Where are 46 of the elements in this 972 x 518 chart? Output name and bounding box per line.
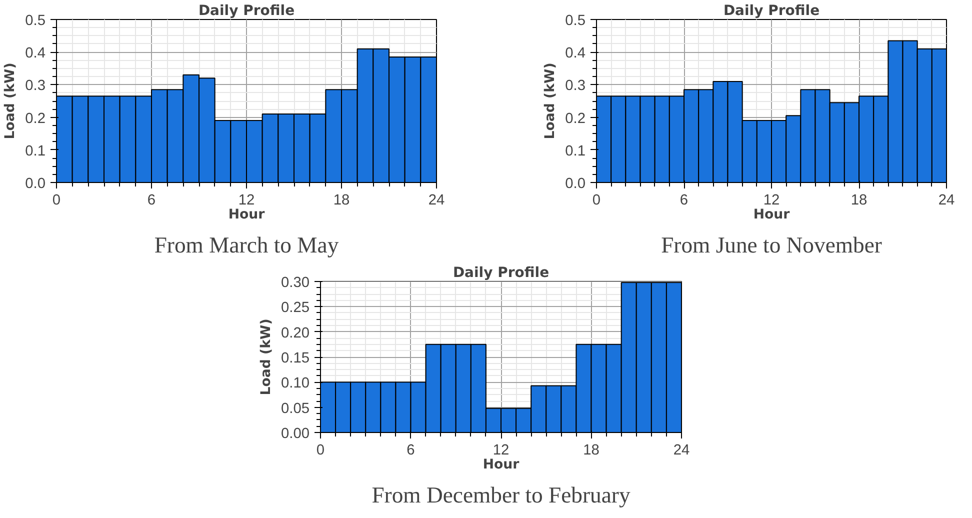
x-axis-title: Hour (482, 458, 520, 472)
y-tick-label: 0.5 (565, 13, 586, 29)
y-tick-label: 0.4 (25, 46, 46, 62)
y-tick-label: 0.3 (565, 78, 586, 94)
y-tick-label: 0.5 (25, 13, 46, 29)
y-tick-label: 0.25 (280, 300, 310, 316)
text: From December to February (372, 482, 631, 508)
x-tick-label: 24 (428, 192, 445, 208)
text: From March to May (154, 232, 340, 258)
y-tick-label: 0.20 (280, 325, 310, 342)
text: From June to November (661, 232, 882, 258)
x-axis-title: Hour (753, 208, 790, 222)
y-tick-label: 0.2 (25, 110, 46, 127)
x-tick-label: 0 (592, 192, 601, 208)
x-tick-label: 24 (938, 192, 955, 208)
y-tick-label: 0.15 (280, 350, 310, 366)
chart-title: Daily Profile (452, 265, 550, 281)
y-tick-label: 0.00 (280, 426, 310, 442)
y-axis-title: Load (kW) (543, 62, 558, 140)
y-axis-title: Load (kW) (3, 62, 18, 140)
x-tick-label: 18 (850, 192, 868, 208)
y-tick-label: 0.1 (25, 143, 46, 160)
y-tick-label: 0.0 (565, 176, 586, 192)
y-tick-label: 0.1 (565, 143, 586, 160)
x-tick-label: 6 (147, 192, 156, 208)
x-tick-label: 12 (238, 192, 255, 208)
chart-title: Daily Profile (723, 3, 820, 19)
y-tick-label: 0.10 (280, 376, 310, 392)
y-axis-title: Load (kW) (258, 318, 274, 396)
y-tick-label: 0.30 (280, 275, 310, 291)
x-tick-label: 0 (52, 192, 61, 208)
y-tick-label: 0.2 (565, 110, 586, 127)
x-axis-title: Hour (228, 208, 266, 222)
x-tick-label: 24 (673, 442, 690, 458)
x-tick-label: 18 (333, 192, 350, 208)
y-tick-label: 0.05 (280, 400, 310, 417)
x-tick-label: 6 (680, 192, 688, 208)
y-tick-label: 0.0 (25, 176, 46, 192)
x-tick-label: 0 (316, 442, 325, 458)
x-tick-label: 12 (763, 192, 780, 208)
x-tick-label: 12 (492, 442, 510, 458)
x-tick-label: 18 (583, 442, 600, 458)
y-tick-label: 0.3 (25, 78, 46, 94)
chart-title: Daily Profile (198, 3, 295, 19)
x-tick-label: 6 (406, 442, 415, 458)
y-tick-label: 0.4 (565, 46, 586, 62)
